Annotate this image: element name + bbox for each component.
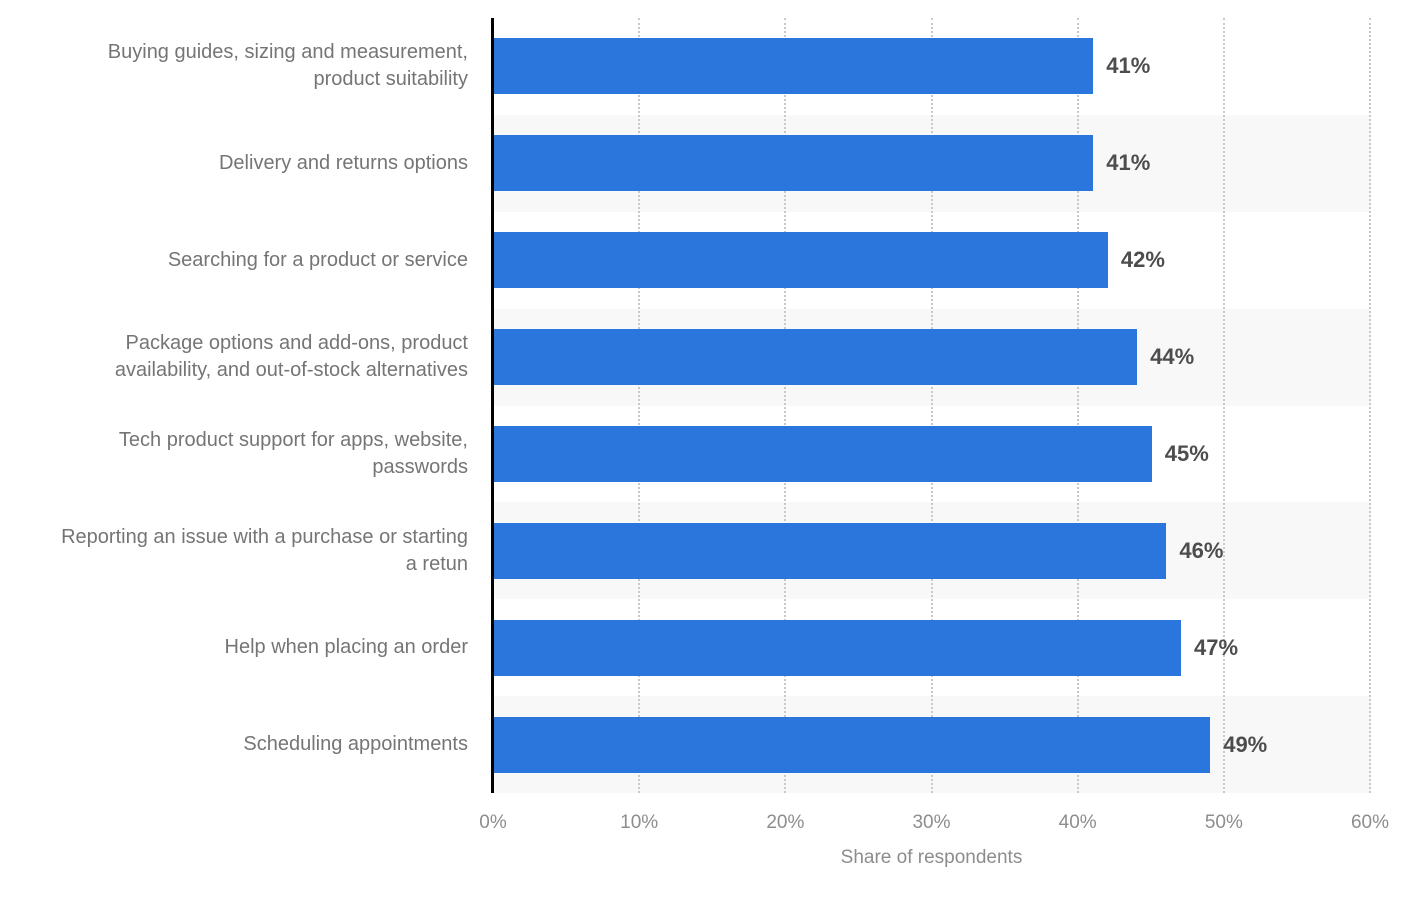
x-tick-label: 40% xyxy=(1058,812,1097,833)
bar[interactable] xyxy=(494,425,1152,482)
bar[interactable] xyxy=(494,38,1094,95)
category-label-text: Delivery and returns options xyxy=(218,151,468,174)
x-tick-label: 60% xyxy=(1350,812,1390,833)
category-label-text: Tech product support for apps, website, … xyxy=(118,428,468,478)
bar[interactable] xyxy=(494,329,1138,386)
category-label-text: Reporting an issue with a purchase or st… xyxy=(61,525,468,575)
category-label-text: Scheduling appointments xyxy=(243,733,468,756)
x-tick-label: 0% xyxy=(479,812,507,833)
gridline xyxy=(1076,18,1079,793)
value-label: 41% xyxy=(1106,53,1151,79)
bar[interactable] xyxy=(494,135,1094,192)
value-label: 45% xyxy=(1164,440,1209,466)
x-tick-label: 10% xyxy=(620,812,659,833)
gridline xyxy=(1369,18,1371,793)
category-label: Package options and add-ons, product ava… xyxy=(0,309,468,406)
category-label-text: Searching for a product or service xyxy=(167,248,468,271)
category-label: Buying guides, sizing and measurement, p… xyxy=(0,18,468,115)
y-axis-line xyxy=(491,18,494,793)
category-label-text: Buying guides, sizing and measurement, p… xyxy=(107,41,468,91)
x-axis-title: Share of respondents xyxy=(840,847,1023,868)
gridline xyxy=(784,18,787,793)
category-label: Searching for a product or service xyxy=(0,212,468,309)
category-label-text: Package options and add-ons, product ava… xyxy=(114,332,468,382)
value-label: 42% xyxy=(1120,247,1165,273)
bar[interactable] xyxy=(494,232,1108,289)
category-label: Reporting an issue with a purchase or st… xyxy=(0,502,468,599)
x-tick-label: 30% xyxy=(912,812,951,833)
bar[interactable] xyxy=(494,716,1211,773)
gridline xyxy=(638,18,641,793)
category-label: Help when placing an order xyxy=(0,599,469,696)
value-label: 47% xyxy=(1193,634,1239,660)
category-label: Tech product support for apps, website, … xyxy=(0,406,468,503)
value-label: 49% xyxy=(1223,731,1268,757)
x-tick-label: 50% xyxy=(1204,812,1243,833)
bar[interactable] xyxy=(494,619,1181,676)
bar[interactable] xyxy=(494,522,1167,579)
x-tick-label: 20% xyxy=(766,812,805,833)
category-label: Scheduling appointments xyxy=(0,696,468,793)
gridline xyxy=(930,18,933,793)
value-label: 44% xyxy=(1150,344,1195,370)
category-label-text: Help when placing an order xyxy=(224,636,469,659)
value-label: 46% xyxy=(1179,537,1224,563)
value-label: 41% xyxy=(1106,150,1151,176)
category-label: Delivery and returns options xyxy=(0,115,468,212)
